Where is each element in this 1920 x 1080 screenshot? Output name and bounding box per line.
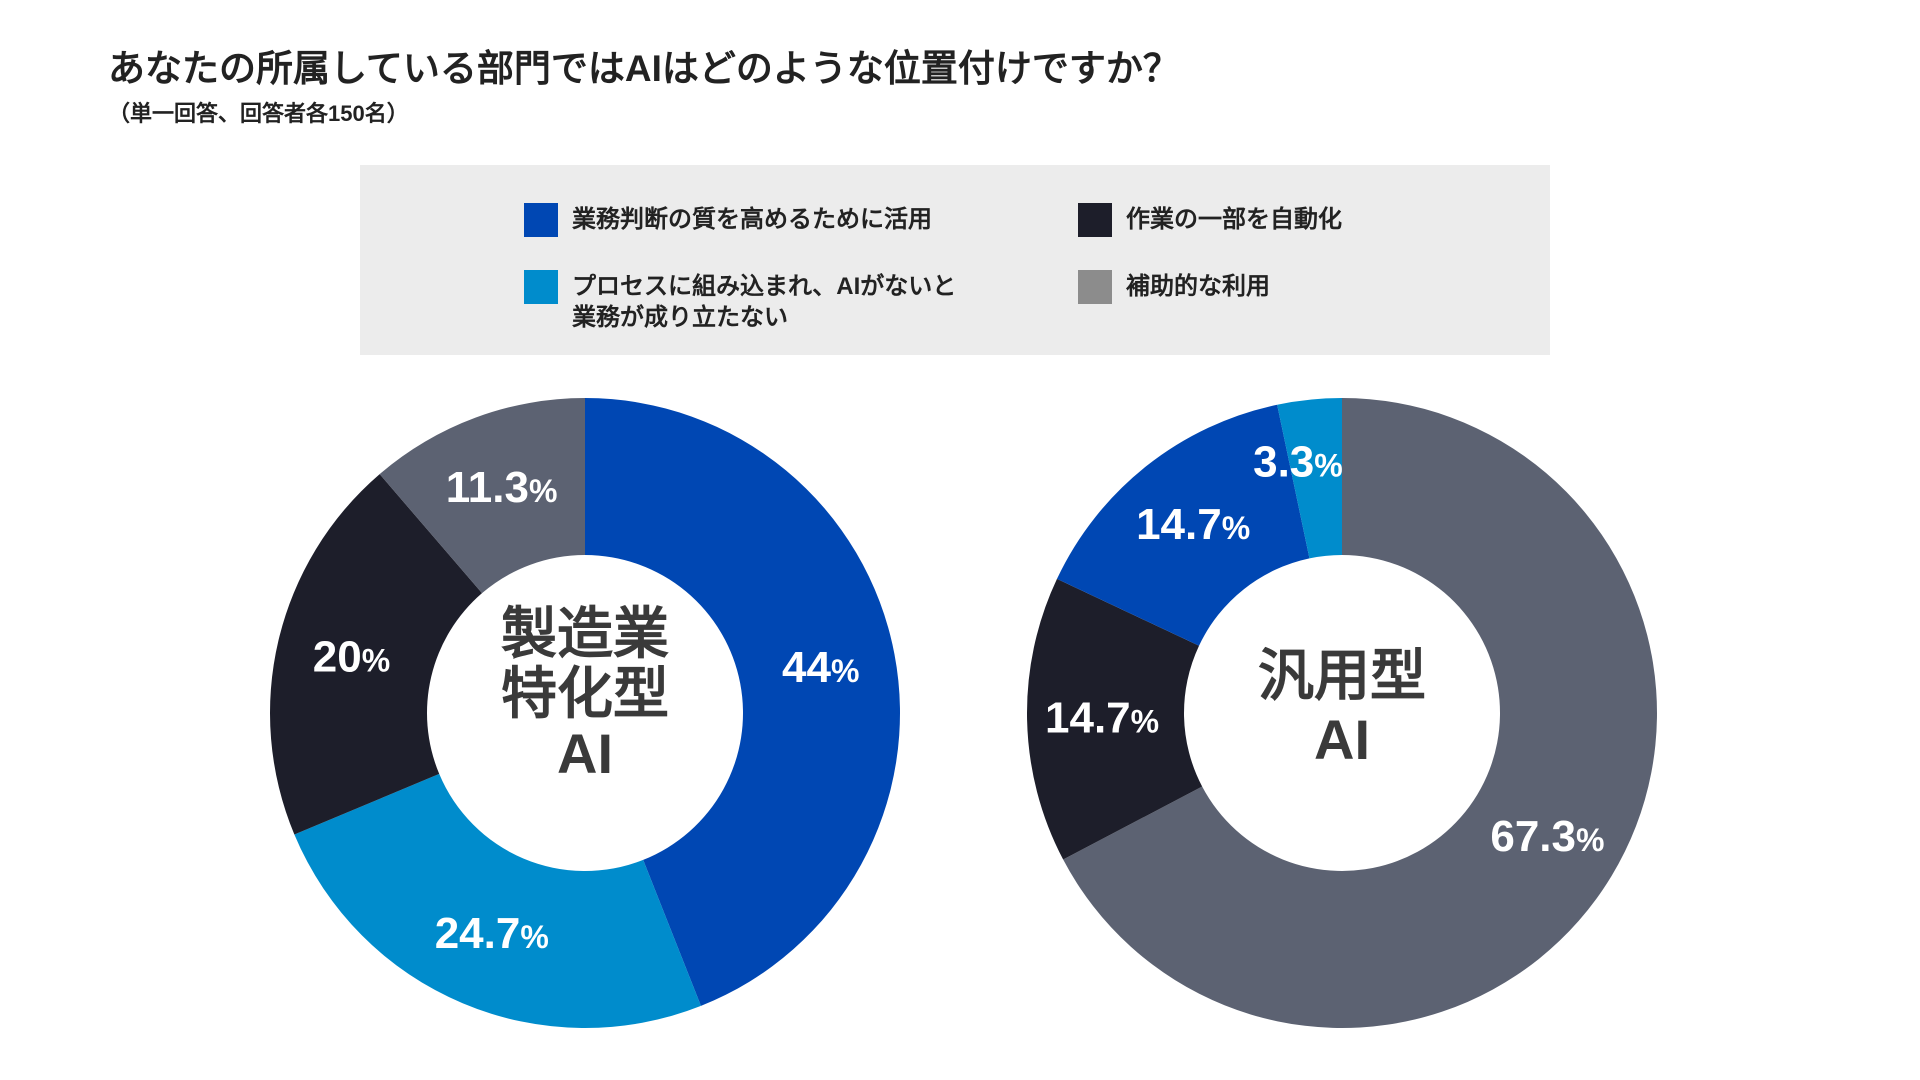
slice-value-label: 67.3% xyxy=(1490,812,1604,861)
donut-slice xyxy=(1063,398,1657,1028)
donut-slice xyxy=(1026,578,1203,860)
legend-swatch xyxy=(524,203,558,237)
donut-slice xyxy=(1277,398,1342,559)
chart-title: あなたの所属している部門ではAIはどのような位置付けですか？ xyxy=(108,48,1180,89)
legend-item-automation: 作業の一部を自動化 xyxy=(1078,203,1342,237)
slice-value-label: 44% xyxy=(782,643,859,692)
donut-center-label: 汎用型 AI xyxy=(1258,644,1426,771)
legend-label: プロセスに組み込まれ、AIがないと 業務が成り立たない xyxy=(572,273,957,331)
slice-value-label: 14.7% xyxy=(1136,500,1250,549)
donut-chart-1: 44% 24.7% 20% 11.3% 製造業特化型 AI xyxy=(270,398,901,1028)
legend-item-judgment: 業務判断の質を高めるために活用 xyxy=(524,203,932,237)
slice-value-label: 24.7% xyxy=(435,909,549,958)
legend-swatch xyxy=(1078,203,1112,237)
donut-slice xyxy=(270,474,483,835)
legend-swatch xyxy=(524,270,558,304)
slice-value-label: 11.3% xyxy=(446,463,558,512)
legend-item-auxiliary: 補助的な利用 xyxy=(1078,270,1270,304)
donut-slice xyxy=(379,398,585,594)
legend-label: 作業の一部を自動化 xyxy=(1126,206,1342,233)
donut-slice xyxy=(585,398,901,1006)
slice-value-label: 14.7% xyxy=(1045,693,1159,742)
chart-subtitle: （単一回答、回答者各150名） xyxy=(108,101,409,126)
legend-swatch xyxy=(1078,270,1112,304)
donut-center-label: 製造業特化型 AI xyxy=(501,602,669,785)
slice-value-label: 3.3% xyxy=(1253,437,1343,486)
legend-label: 業務判断の質を高めるために活用 xyxy=(572,206,932,233)
legend-label: 補助的な利用 xyxy=(1126,273,1270,300)
donut-chart-2: 67.3%14.7%14.7%3.3%汎用型 AI xyxy=(1026,398,1657,1028)
legend-item-embedded: プロセスに組み込まれ、AIがないと 業務が成り立たない xyxy=(524,270,956,333)
donut-slice xyxy=(294,773,701,1028)
donut-slice xyxy=(1056,404,1310,646)
legend: 業務判断の質を高めるために活用 作業の一部を自動化 プロセスに組み込まれ、AIが… xyxy=(360,165,1550,355)
slice-value-label: 20% xyxy=(313,633,390,682)
